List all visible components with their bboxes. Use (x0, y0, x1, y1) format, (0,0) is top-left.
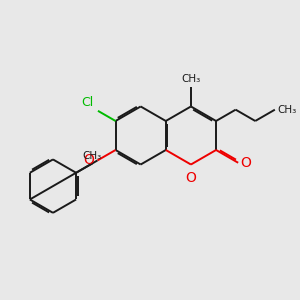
Text: O: O (185, 171, 197, 185)
Text: Cl: Cl (81, 95, 94, 109)
Text: O: O (84, 153, 94, 167)
Text: O: O (241, 156, 251, 170)
Text: CH₃: CH₃ (181, 74, 201, 84)
Text: CH₃: CH₃ (83, 151, 102, 161)
Text: CH₃: CH₃ (277, 105, 296, 115)
